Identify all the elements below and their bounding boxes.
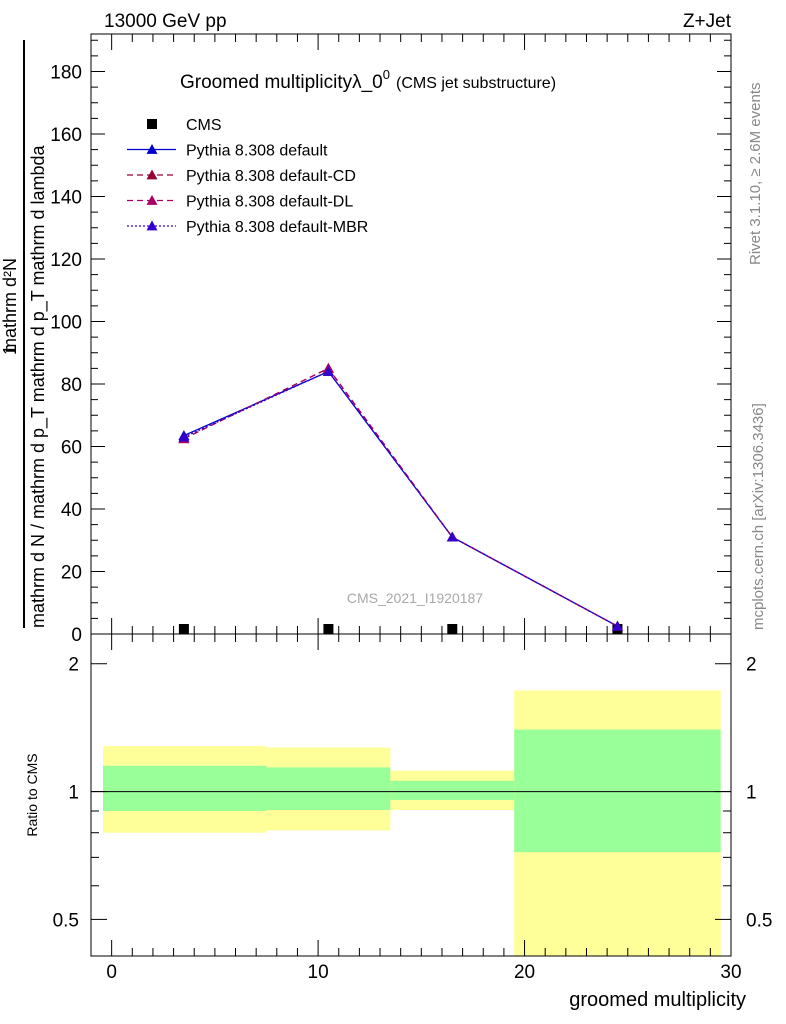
ratio-y-tick-label-right: 1 bbox=[746, 783, 757, 804]
analysis-watermark: CMS_2021_I1920187 bbox=[347, 590, 483, 606]
y-tick-label: 180 bbox=[50, 63, 82, 84]
main-x-ticks bbox=[90, 34, 732, 634]
ratio-band-inner bbox=[266, 767, 391, 810]
ratio-y-ticks: 0.5 0.5 1 1 2 2 bbox=[53, 655, 773, 932]
chart-title-main: Groomed multiplicityλ_0 bbox=[180, 72, 383, 93]
y-tick-label: 120 bbox=[50, 250, 82, 271]
ratio-y-tick-label: 1 bbox=[68, 783, 79, 804]
cms-data-point bbox=[447, 624, 458, 634]
x-tick-label: 30 bbox=[720, 962, 741, 983]
y-tick-label: 60 bbox=[61, 438, 82, 459]
mcplots-label: mcplots.cern.ch [arXiv:1306.3436] bbox=[750, 403, 767, 630]
ratio-y-tick-label: 2 bbox=[68, 655, 79, 676]
chart-title-suffix: (CMS jet substructure) bbox=[396, 75, 556, 92]
ratio-band-inner bbox=[390, 780, 515, 801]
ratio-panel: 0.5 0.5 1 1 2 2 0 10 20 30 bbox=[53, 633, 773, 983]
y-tick-label: 160 bbox=[50, 125, 82, 146]
legend-marker-cms bbox=[147, 119, 157, 129]
series-point-4 bbox=[446, 531, 458, 542]
cms-data-point bbox=[323, 624, 334, 634]
rivet-label: Rivet 3.1.10, ≥ 2.6M events bbox=[747, 83, 764, 266]
ratio-bands bbox=[91, 690, 731, 956]
ratio-band-inner bbox=[514, 729, 721, 853]
legend-label: Pythia 8.308 default bbox=[186, 143, 328, 160]
series-line-3 bbox=[183, 367, 618, 627]
y-tick-label: 100 bbox=[50, 313, 82, 334]
series-line-4 bbox=[183, 370, 618, 627]
y-tick-label: 80 bbox=[61, 375, 82, 396]
y-tick-label: 0 bbox=[71, 625, 82, 646]
legend-marker bbox=[146, 195, 158, 205]
x-tick-label: 20 bbox=[514, 962, 535, 983]
cms-data-point bbox=[178, 624, 189, 634]
x-tick-label: 0 bbox=[106, 962, 117, 983]
main-panel: 0 20 40 60 80 100 120 140 160 180 Groomed multipl… bbox=[50, 33, 732, 646]
main-y-ticks: 0 20 40 60 80 100 120 140 160 180 bbox=[50, 39, 731, 646]
header-right: Z+Jet bbox=[683, 11, 732, 32]
series-point-4 bbox=[611, 620, 623, 631]
ratio-band-inner bbox=[103, 765, 267, 812]
main-y-axis-label: 1 mathrm d N / mathrm d p_T mathrm d p_T… bbox=[0, 40, 49, 628]
legend-marker bbox=[146, 144, 158, 154]
legend-label: Pythia 8.308 default-DL bbox=[186, 194, 353, 211]
main-series bbox=[178, 362, 623, 634]
header-left: 13000 GeV pp bbox=[104, 11, 227, 32]
legend-marker bbox=[146, 169, 158, 180]
x-axis-label: groomed multiplicity bbox=[569, 989, 746, 1011]
series-point-4 bbox=[178, 431, 190, 442]
ratio-y-tick-label: 0.5 bbox=[53, 910, 79, 931]
y-tick-label: 140 bbox=[50, 188, 82, 209]
legend-label: Pythia 8.308 default-CD bbox=[186, 168, 356, 185]
legend-label: Pythia 8.308 default-MBR bbox=[186, 219, 368, 236]
chart-title-sup: 0 bbox=[383, 67, 390, 82]
y-label-top: mathrm d²N bbox=[0, 258, 20, 353]
legend-marker bbox=[146, 220, 158, 231]
legend: CMS Pythia 8.308 default Pythia 8.308 defa… bbox=[127, 117, 368, 236]
series-line-1 bbox=[183, 370, 618, 627]
y-tick-label: 20 bbox=[61, 563, 82, 584]
ratio-x-ticks: 0 10 20 30 bbox=[90, 634, 742, 983]
x-tick-label: 10 bbox=[308, 962, 329, 983]
ratio-y-tick-label-right: 2 bbox=[746, 655, 757, 676]
chart-title: Groomed multiplicityλ_00 (CMS jet substru… bbox=[180, 67, 556, 93]
y-tick-label: 40 bbox=[61, 500, 82, 521]
legend-label: CMS bbox=[186, 117, 222, 134]
y-label-numerator: 1 bbox=[0, 345, 20, 355]
ratio-panel-frame bbox=[90, 633, 732, 957]
y-label-denominator: mathrm d N / mathrm d p_T mathrm d p_T m… bbox=[28, 145, 49, 628]
series-point-4 bbox=[322, 366, 334, 376]
ratio-y-label: Ratio to CMS bbox=[24, 753, 40, 836]
ratio-y-tick-label-right: 0.5 bbox=[746, 910, 772, 931]
